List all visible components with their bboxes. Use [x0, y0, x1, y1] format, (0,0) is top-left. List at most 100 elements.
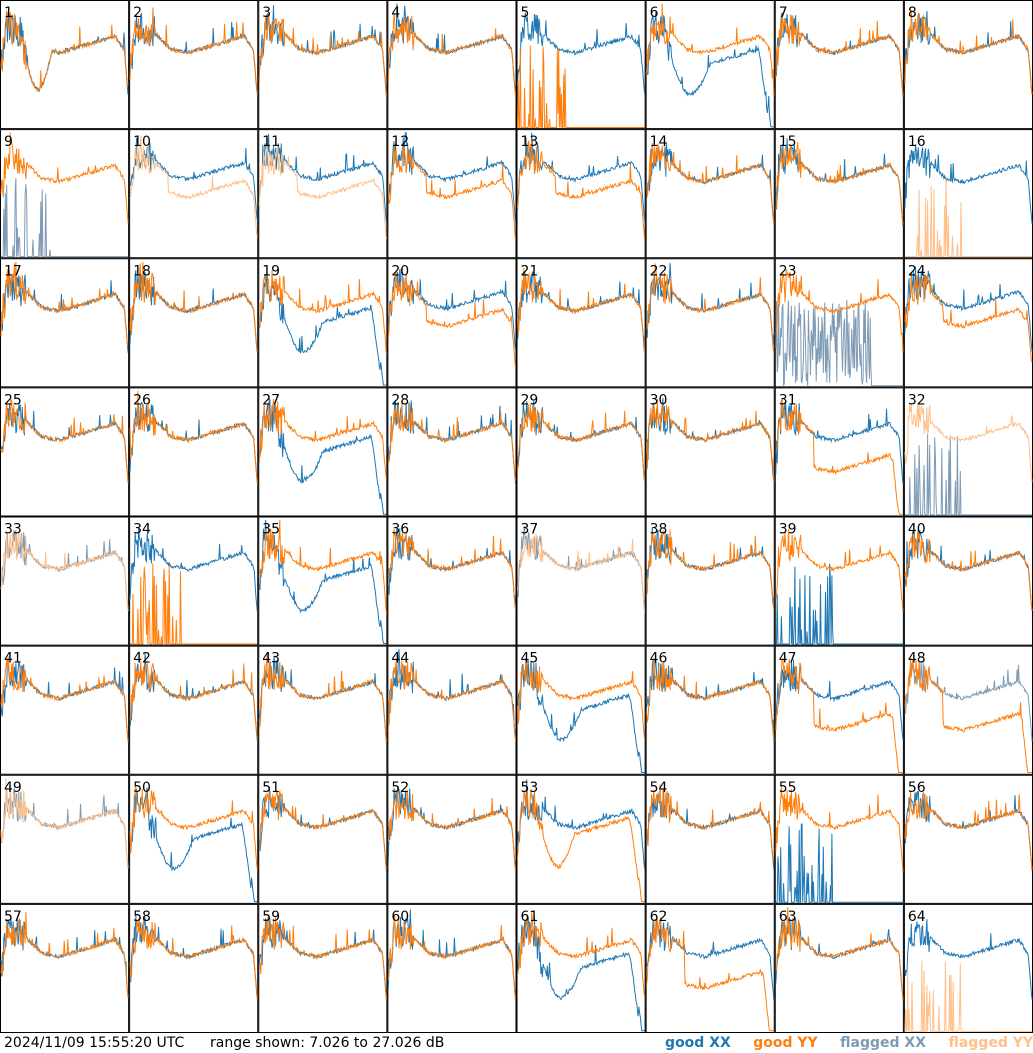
panel-frame — [0, 0, 130, 130]
panel-frame — [516, 645, 646, 775]
panel-label: 37 — [521, 522, 539, 538]
series-good-yy — [904, 791, 1033, 870]
panel-frame — [387, 903, 517, 1033]
panel-frame — [645, 645, 775, 775]
panel: 38 — [645, 516, 775, 646]
series-good-yy — [387, 528, 516, 611]
series-good-yy — [904, 274, 1033, 363]
panel-frame — [258, 129, 388, 259]
panel-frame — [129, 903, 259, 1033]
legend-good-yy: good YY — [753, 1035, 818, 1051]
series-good-yy — [387, 141, 516, 240]
panel-frame — [774, 129, 904, 259]
panel: 18 — [129, 258, 259, 388]
panel: 60 — [387, 903, 517, 1033]
panel-label: 45 — [521, 651, 539, 667]
series-good-yy — [517, 268, 646, 355]
panel: 24 — [903, 258, 1033, 388]
panel-label: 18 — [133, 263, 151, 279]
series-good-xx — [646, 527, 775, 605]
panel-label: 42 — [133, 651, 151, 667]
series-good-yy — [646, 263, 775, 353]
series-good-yy — [904, 530, 1033, 612]
panel-frame — [258, 387, 388, 517]
panel-frame — [387, 774, 517, 904]
panel-frame — [774, 903, 904, 1033]
panel: 47 — [774, 645, 904, 775]
panel-label: 44 — [391, 651, 409, 667]
series-flagged-xx — [904, 434, 1032, 516]
series-good-xx — [387, 400, 516, 484]
panel-frame — [258, 516, 388, 646]
panel: 62 — [645, 903, 775, 1033]
series-good-yy — [904, 10, 1033, 95]
panel: 7 — [774, 0, 904, 130]
panel: 42 — [129, 645, 259, 775]
panel: 17 — [0, 258, 130, 388]
series-good-xx — [258, 271, 387, 386]
series-good-yy — [0, 132, 129, 224]
panel: 63 — [774, 903, 904, 1033]
series-good-yy — [517, 912, 646, 998]
panel: 50 — [129, 774, 259, 904]
panel-label: 62 — [650, 909, 668, 925]
panel-label: 13 — [521, 134, 539, 150]
series-good-xx — [517, 657, 645, 773]
panel-frame — [645, 129, 775, 259]
panel: 51 — [258, 774, 388, 904]
panel: 23 — [774, 258, 904, 388]
panel-label: 48 — [908, 651, 926, 667]
panel-label: 31 — [779, 392, 797, 408]
series-good-yy — [129, 786, 258, 870]
series-good-yy — [129, 261, 258, 352]
series-good-xx — [0, 11, 129, 95]
panel-frame — [258, 903, 388, 1033]
range-low: 7.026 — [309, 1035, 350, 1051]
series-good-yy — [129, 916, 258, 999]
panel: 37 — [516, 516, 646, 646]
legend: good XX good YY flagged XX flagged YY — [647, 1033, 1033, 1053]
panel: 8 — [903, 0, 1033, 130]
series-good-yy — [646, 529, 775, 611]
panel-label: 22 — [650, 263, 668, 279]
panel-frame — [387, 387, 517, 517]
range-mid: to — [349, 1035, 373, 1051]
panel-frame — [516, 0, 646, 130]
panel: 3 — [258, 0, 388, 130]
series-flagged-xx — [0, 786, 129, 869]
panel-label: 35 — [262, 522, 280, 538]
panel: 2 — [129, 0, 259, 130]
series-good-xx — [129, 13, 258, 95]
series-good-xx — [258, 397, 387, 515]
range-prefix: range shown: — [210, 1035, 310, 1051]
series-good-yy — [387, 913, 516, 1000]
panel-label: 6 — [650, 5, 659, 21]
panel: 1 — [0, 0, 130, 130]
legend-flagged-yy: flagged YY — [948, 1035, 1033, 1051]
series-good-yy — [775, 398, 903, 515]
panel-frame — [0, 774, 130, 904]
panel-frame — [0, 387, 130, 517]
series-good-yy — [129, 660, 258, 740]
panel-frame — [516, 516, 646, 646]
panel-frame — [258, 258, 388, 388]
panel: 56 — [903, 774, 1033, 904]
panel-frame — [516, 903, 646, 1033]
series-good-yy — [517, 403, 646, 483]
series-flagged-yy — [517, 533, 646, 613]
panel-label: 11 — [262, 134, 280, 150]
panel-label: 25 — [4, 392, 22, 408]
series-good-yy — [646, 784, 775, 862]
series-good-xx — [904, 790, 1033, 871]
series-good-yy — [258, 790, 387, 870]
panel: 20 — [387, 258, 517, 388]
panel-frame — [516, 129, 646, 259]
panel: 58 — [129, 903, 259, 1033]
panel: 33 — [0, 516, 130, 646]
panel: 40 — [903, 516, 1033, 646]
panel: 22 — [645, 258, 775, 388]
series-good-yy — [646, 3, 775, 96]
series-good-xx — [258, 519, 387, 644]
panel-frame — [387, 129, 517, 259]
series-good-xx — [129, 528, 258, 612]
